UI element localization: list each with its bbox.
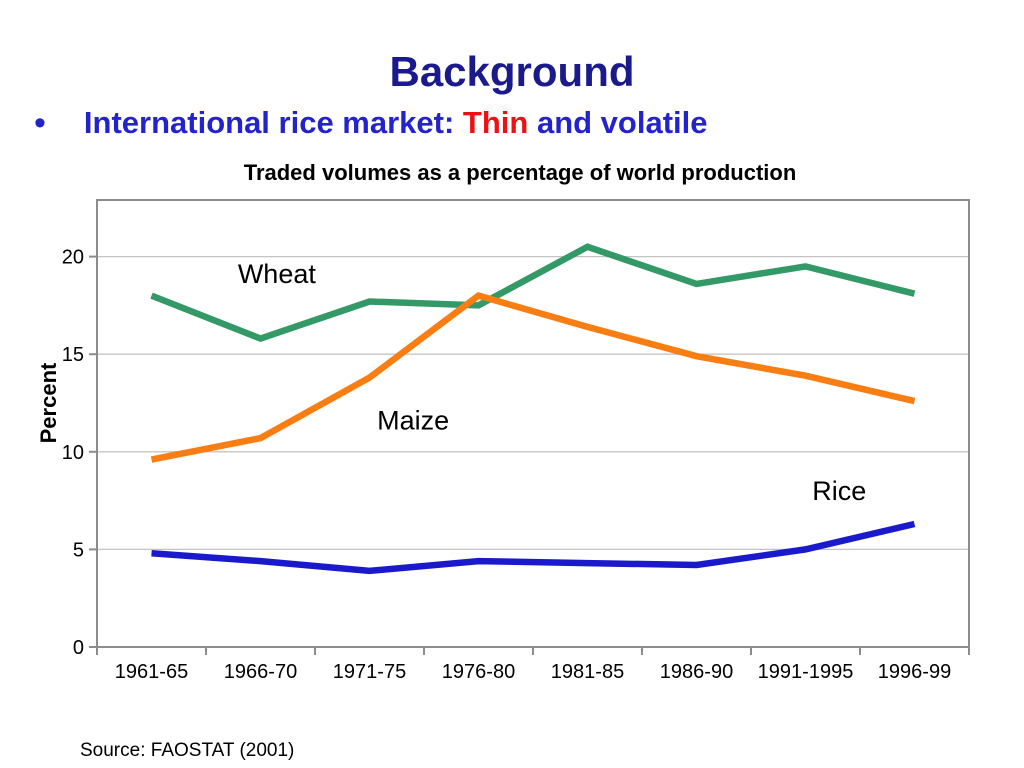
y-axis-title: Percent — [36, 362, 61, 443]
x-tick-label-1986-90: 1986-90 — [660, 661, 733, 683]
x-tick-label-1966-70: 1966-70 — [224, 661, 297, 683]
maize-series-label: Maize — [377, 406, 449, 436]
bullet-item: • International rice market: Thin and vo… — [34, 103, 994, 143]
x-tick-label-1961-65: 1961-65 — [115, 661, 188, 683]
bullet-marker: • — [34, 104, 46, 142]
source-note: Source: FAOSTAT (2001) — [80, 740, 295, 761]
plot-area-border — [96, 199, 970, 648]
rice-line — [151, 520, 916, 575]
x-tick-label-1996-99: 1996-99 — [878, 661, 951, 683]
x-tick-label-1991-1995: 1991-1995 — [758, 661, 854, 683]
y-tick-label-0: 0 — [73, 637, 84, 659]
slide-title: Background — [389, 48, 635, 96]
x-tick-label-1981-85: 1981-85 — [551, 661, 624, 683]
wheat-series-label: Wheat — [238, 259, 317, 289]
maize-line — [150, 292, 916, 463]
y-tick-label-10: 10 — [62, 442, 84, 464]
bullet-text-lead: International rice market: — [83, 105, 463, 140]
bullet-text-tail: and volatile — [528, 105, 708, 140]
bullet-text: International rice market: Thin and vola… — [84, 103, 708, 143]
x-tick-label-1976-80: 1976-80 — [442, 661, 515, 683]
x-tick-label-1971-75: 1971-75 — [333, 661, 406, 683]
rice-series-label: Rice — [812, 476, 866, 506]
chart-title: Traded volumes as a percentage of world … — [243, 160, 797, 185]
wheat-line — [150, 243, 916, 343]
y-tick-label-20: 20 — [62, 247, 84, 269]
y-tick-label-15: 15 — [62, 344, 84, 366]
y-tick-label-5: 5 — [73, 539, 84, 561]
bullet-text-highlight: Thin — [462, 105, 529, 140]
